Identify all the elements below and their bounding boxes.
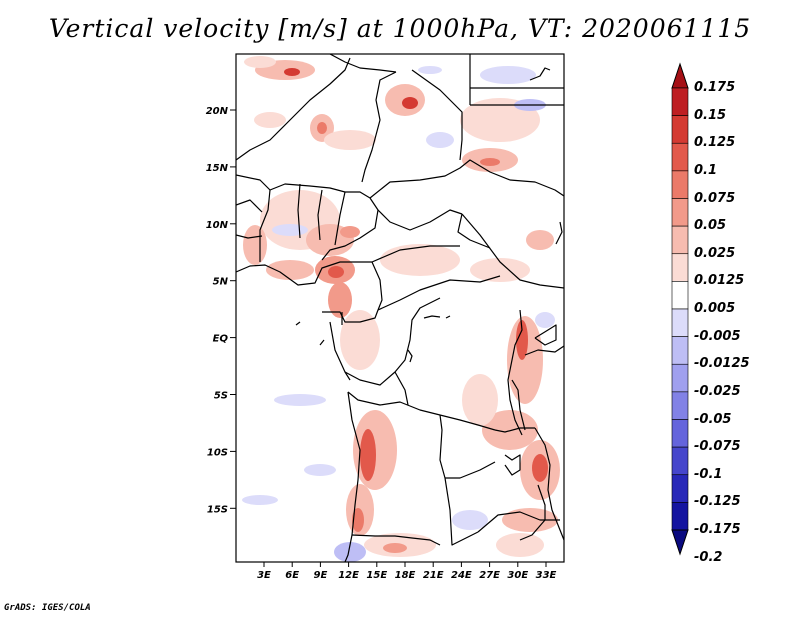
- colorbar-swatch: [671, 142, 689, 172]
- lon-tick-label: 30E: [507, 570, 528, 581]
- colorbar-label: 0.05: [694, 218, 727, 234]
- colorbar-swatch: [671, 170, 689, 199]
- lat-tick-label: 10S: [207, 447, 228, 458]
- lon-tick-label: 9E: [314, 570, 328, 581]
- map-frame: [235, 53, 565, 563]
- colorbar-label: -0.1: [694, 466, 723, 482]
- colorbar-swatch: [671, 474, 689, 503]
- colorbar-label: 0.005: [694, 301, 736, 316]
- colorbar-label: 0.175: [694, 80, 736, 95]
- lat-tick-label: 20N: [206, 106, 229, 117]
- longitude-axis: 3E 6E 9E 12E 15E 18E 21E 24E 27E 30E 33E: [257, 562, 557, 581]
- colorbar-swatch: [671, 419, 689, 448]
- colorbar-swatch: [671, 308, 689, 337]
- lon-tick-label: 12E: [338, 570, 359, 581]
- colorbar-label: -0.175: [694, 522, 741, 537]
- colorbar-swatch: [671, 391, 689, 420]
- colorbar-swatch: [671, 281, 689, 310]
- colorbar-swatch: [671, 225, 689, 255]
- lat-tick-label: 15N: [206, 163, 229, 174]
- colorbar-label: -0.025: [694, 383, 741, 399]
- colorbar-label: -0.0125: [694, 356, 750, 372]
- lat-tick-label: 5S: [214, 391, 228, 402]
- lon-tick-label: 18E: [395, 570, 416, 581]
- map-title: Vertical velocity [m/s] at 1000hPa, VT: …: [48, 14, 752, 43]
- colorbar-swatch: [671, 253, 689, 282]
- colorbar-label: 0.1: [694, 162, 718, 178]
- lat-tick-label: 10N: [206, 220, 229, 231]
- colorbar-label: 0.075: [694, 190, 736, 206]
- lon-tick-label: 33E: [536, 570, 557, 581]
- colorbar: [671, 62, 689, 556]
- colorbar-label: -0.075: [694, 439, 741, 455]
- colorbar-label: 0.15: [694, 107, 727, 123]
- latitude-axis: 20N 15N 10N 5N EQ 5S 10S 15S: [206, 106, 236, 515]
- colorbar-label: -0.125: [694, 494, 741, 510]
- country-borders: [236, 54, 564, 562]
- lon-tick-label: 21E: [423, 570, 444, 581]
- lat-tick-label: 5N: [213, 277, 229, 288]
- colorbar-swatch: [671, 87, 689, 116]
- lon-tick-label: 27E: [479, 570, 500, 581]
- velocity-field: [242, 56, 560, 562]
- colorbar-label: -0.05: [694, 411, 732, 427]
- credit-text: GrADS: IGES/COLA: [4, 603, 91, 613]
- colorbar-swatch: [671, 446, 689, 476]
- lon-tick-label: 15E: [366, 570, 387, 581]
- colorbar-top-arrow: [671, 62, 689, 89]
- lat-tick-label: 15S: [207, 504, 228, 515]
- lon-tick-label: 3E: [257, 570, 271, 581]
- colorbar-label: -0.2: [694, 549, 723, 565]
- colorbar-swatch: [671, 363, 689, 393]
- colorbar-swatch: [671, 502, 689, 531]
- colorbar-label: 0.025: [694, 245, 736, 261]
- lat-tick-label: EQ: [213, 334, 229, 345]
- colorbar-label: 0.0125: [694, 273, 745, 289]
- colorbar-swatch: [671, 198, 689, 227]
- lon-tick-label: 24E: [451, 570, 472, 581]
- colorbar-swatch: [671, 336, 689, 365]
- colorbar-swatch: [671, 115, 689, 144]
- lon-tick-label: 6E: [285, 570, 299, 581]
- colorbar-label: 0.125: [694, 135, 736, 151]
- colorbar-bottom-arrow: [671, 529, 689, 556]
- colorbar-label: -0.005: [694, 328, 741, 344]
